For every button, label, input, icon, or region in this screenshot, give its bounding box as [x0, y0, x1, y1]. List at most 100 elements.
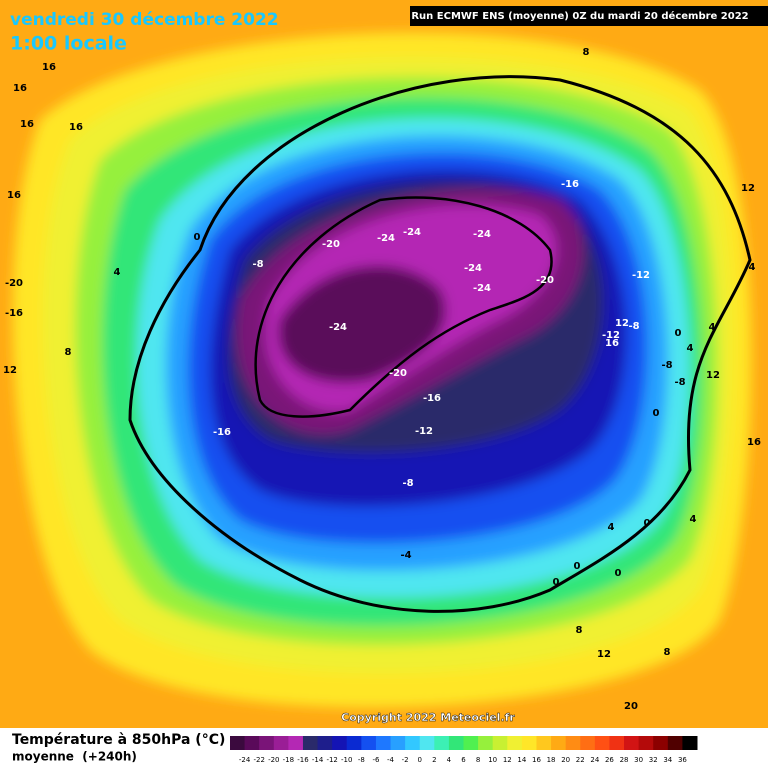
legend-swatch — [653, 736, 669, 750]
copyright: Copyright 2022 Meteociel.fr — [341, 711, 515, 724]
legend-swatch — [375, 736, 392, 750]
legend-swatch — [390, 736, 406, 750]
contour-label: -16 — [561, 179, 579, 190]
legend-swatch — [346, 736, 362, 750]
contour-label: 16 — [69, 122, 83, 133]
legend-swatch — [405, 736, 421, 750]
contour-label: 0 — [553, 577, 560, 588]
legend-swatch — [361, 736, 377, 750]
contour-label: 16 — [42, 62, 56, 73]
contour-label: -8 — [661, 360, 672, 371]
legend-tick-label: 12 — [503, 756, 512, 764]
legend-tick-label: 30 — [634, 756, 643, 764]
legend-tick-label: 10 — [488, 756, 497, 764]
legend-tick-label: 22 — [576, 756, 585, 764]
contour-label: -12 — [602, 330, 620, 341]
legend-swatch — [667, 736, 683, 750]
contour-label: 0 — [675, 328, 682, 339]
legend-swatch — [638, 736, 654, 750]
contour-label: -24 — [403, 227, 421, 238]
contour-label: -8 — [252, 259, 263, 270]
run-box — [410, 6, 768, 26]
legend-tick-label: -22 — [253, 756, 264, 764]
legend-tick-label: 0 — [417, 756, 421, 764]
contour-label: -16 — [213, 427, 231, 438]
contour-label: 20 — [624, 701, 638, 712]
contour-label: 8 — [583, 47, 590, 58]
contour-label: -24 — [377, 233, 395, 244]
contour-label: -20 — [322, 239, 340, 250]
contour-label: 16 — [747, 437, 761, 448]
contour-label: 4 — [749, 262, 756, 273]
contour-label: -16 — [5, 308, 23, 319]
legend-tick-label: -6 — [372, 756, 380, 764]
legend-swatch — [551, 736, 567, 750]
legend-swatch — [302, 736, 319, 750]
legend-swatch — [259, 736, 275, 750]
contour-label: -8 — [402, 478, 413, 489]
contour-label: -12 — [415, 426, 433, 437]
footer-subtitle: moyenne (+240h) — [12, 750, 137, 764]
date-title: vendredi 30 décembre 2022 — [10, 10, 279, 30]
contour-label: -24 — [464, 263, 482, 274]
legend-swatch — [448, 736, 464, 750]
legend-swatch — [682, 736, 698, 750]
contour-label: 12 — [615, 318, 629, 329]
legend-swatch — [624, 736, 640, 750]
legend-swatch — [434, 736, 450, 750]
legend-tick-label: 14 — [517, 756, 526, 764]
contour-label: -12 — [632, 270, 650, 281]
legend-swatch — [478, 736, 494, 750]
time-title: 1:00 locale — [10, 33, 127, 55]
legend-tick-label: -20 — [268, 756, 279, 764]
legend-tick-label: -24 — [239, 756, 251, 764]
legend-tick-label: -4 — [387, 756, 395, 764]
legend-tick-label: -14 — [312, 756, 324, 764]
contour-label: -20 — [389, 368, 407, 379]
contour-label: 16 — [13, 83, 27, 94]
legend-tick-label: 6 — [461, 756, 466, 764]
legend-tick-label: 16 — [532, 756, 541, 764]
legend-tick-label: 4 — [447, 756, 452, 764]
legend-swatch — [580, 736, 596, 750]
legend-tick-label: 24 — [590, 756, 599, 764]
contour-label: 16 — [20, 119, 34, 130]
contour-label: -20 — [5, 278, 23, 289]
contour-label: 16 — [7, 190, 21, 201]
legend-tick-label: -18 — [283, 756, 294, 764]
legend-swatch — [565, 736, 581, 750]
temperature-field — [12, 32, 752, 708]
legend-swatch — [230, 736, 246, 750]
contour-label: -24 — [473, 283, 491, 294]
contour-label: -24 — [329, 322, 347, 333]
contour-label: 0 — [194, 232, 201, 243]
legend-swatch — [521, 736, 537, 750]
legend-tick-label: 8 — [476, 756, 480, 764]
legend-tick-label: 28 — [620, 756, 629, 764]
contour-label: -20 — [536, 275, 554, 286]
contour-label: 4 — [608, 522, 615, 533]
contour-label: 8 — [65, 347, 72, 358]
legend-swatch — [594, 736, 610, 750]
contour-label: 0 — [574, 561, 581, 572]
contour-label: 12 — [706, 370, 720, 381]
legend-tick-label: -12 — [326, 756, 337, 764]
contour-label: 8 — [664, 647, 671, 658]
contour-label: 4 — [709, 322, 716, 333]
contour-label: 12 — [597, 649, 611, 660]
legend-tick-label: 34 — [663, 756, 672, 764]
footer-title: Température à 850hPa (°C) — [12, 732, 225, 748]
contour-label: 12 — [741, 183, 755, 194]
minus20-isotherm — [254, 196, 553, 418]
legend-tick-label: 36 — [678, 756, 687, 764]
contour-label: 4 — [687, 343, 694, 354]
contour-label: 0 — [653, 408, 660, 419]
legend-swatch — [288, 736, 304, 750]
legend-tick-label: -10 — [341, 756, 352, 764]
legend-swatch — [492, 736, 508, 750]
legend-tick-label: 2 — [432, 756, 436, 764]
contour-label: 8 — [576, 625, 583, 636]
legend-tick-label: -16 — [297, 756, 309, 764]
